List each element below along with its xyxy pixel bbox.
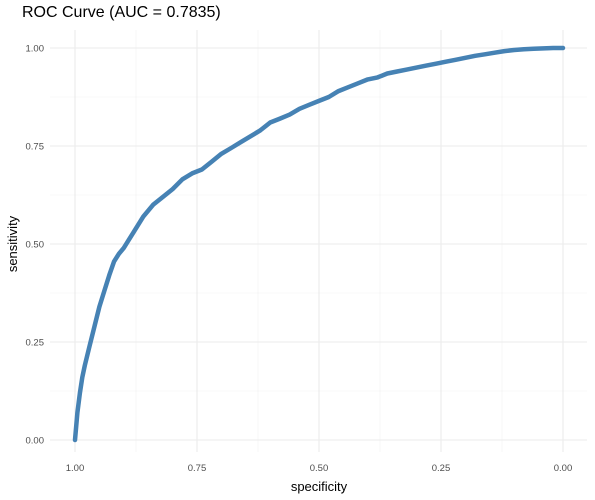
x-tick-label: 0.00 xyxy=(554,463,573,474)
y-tick-label: 0.00 xyxy=(26,436,45,447)
x-tick-label: 0.75 xyxy=(188,463,207,474)
chart-title: ROC Curve (AUC = 0.7835) xyxy=(22,4,221,21)
y-tick-label: 1.00 xyxy=(26,44,45,55)
y-axis-title: sensitivity xyxy=(5,215,20,272)
y-tick-label: 0.25 xyxy=(26,338,45,349)
x-tick-label: 1.00 xyxy=(66,463,85,474)
x-axis-title: specificity xyxy=(291,479,348,494)
y-tick-label: 0.75 xyxy=(26,142,45,153)
roc-curve-line xyxy=(72,45,566,443)
x-tick-label: 0.50 xyxy=(310,463,329,474)
y-tick-label: 0.50 xyxy=(26,240,45,251)
x-tick-label: 0.25 xyxy=(432,463,451,474)
